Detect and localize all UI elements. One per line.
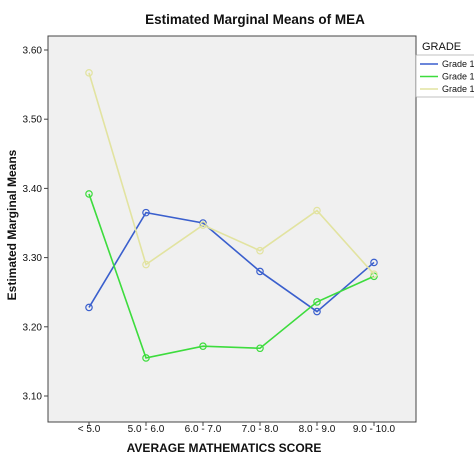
x-axis-label: AVERAGE MATHEMATICS SCORE [127,441,322,455]
series-1-point [142,208,150,217]
series-3-point [370,270,378,279]
series-line-3 [88,72,375,275]
series-2-point [313,298,321,306]
legend-title: GRADE [422,41,461,53]
y-axis: 3.10 3.20 3.30 3.40 3.50 3.60 [23,46,48,403]
series-3-point [142,260,150,269]
series-line-1 [88,211,375,313]
series-line-2 [88,193,375,359]
series-3-point [85,69,93,77]
plot-frame [47,35,417,423]
y-tick-label: 3.40 [23,184,43,195]
plot-background [48,36,416,422]
series-2-point [85,190,93,198]
series-1-point [199,219,207,227]
y-axis-label: Estimated Marginal Means [5,149,19,300]
x-tick-label: 6.0 - 7.0 [185,424,222,435]
legend-label: Grade 1 [442,59,474,69]
y-tick-label: 3.20 [23,322,43,333]
x-axis: < 5.0 5.0 - 6.0 6.0 - 7.0 7.0 - 8.0 8.0 - 9.… [78,422,396,435]
series-3-point [256,246,264,255]
series-2-point [199,342,207,350]
y-tick-label: 3.50 [23,115,43,126]
legend-label: Grade 1 [442,84,474,94]
legend-label: Grade 1 [442,72,474,82]
series-1-point [313,307,321,316]
series-1-point [85,303,93,312]
y-tick-label: 3.60 [23,46,43,57]
y-tick-label: 3.10 [23,392,43,403]
series-3-point [199,221,207,229]
x-tick-label: 9.0 - 10.0 [353,424,396,435]
x-tick-label: 8.0 - 9.0 [299,424,336,435]
x-tick-label: < 5.0 [78,424,101,435]
legend: GRADE Grade 1 Grade 1 Grade 1 [415,41,474,98]
series-layer [85,69,378,362]
series-3-point [313,206,321,215]
series-2-point [256,344,264,353]
series-1-point [370,258,378,267]
series-1-point [256,267,264,276]
y-tick-label: 3.30 [23,253,43,264]
x-tick-label: 5.0 - 6.0 [128,424,165,435]
x-tick-label: 7.0 - 8.0 [242,424,279,435]
series-2-point [142,354,150,362]
chart-title: Estimated Marginal Means of MEA [145,12,365,27]
